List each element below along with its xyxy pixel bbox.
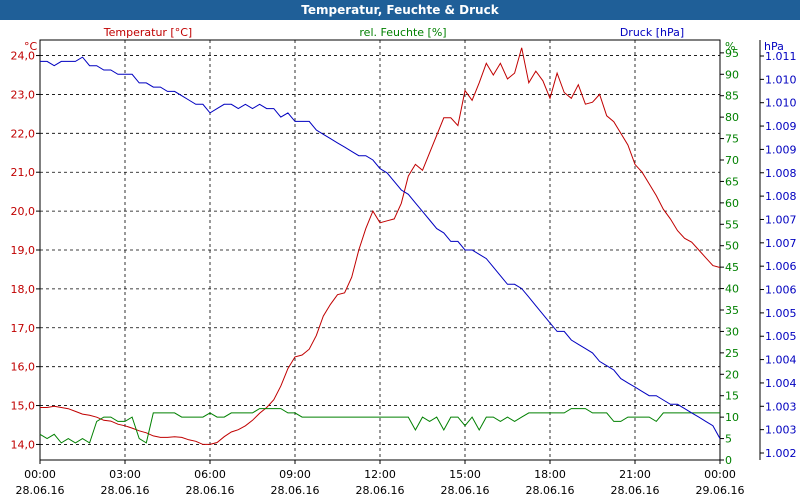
pressure-tick-label: 1.004: [765, 354, 797, 367]
temperature-tick-label: 20,0: [11, 205, 36, 218]
x-tick-time: 03:00: [109, 468, 141, 481]
pressure-tick-label: 1.007: [765, 213, 797, 226]
x-tick-date: 28.06.16: [611, 484, 660, 497]
temperature-tick-label: 17,0: [11, 322, 36, 335]
temperature-tick-label: 24,0: [11, 50, 36, 63]
humidity-line: [39, 408, 720, 444]
humidity-tick-label: 35: [725, 304, 739, 317]
pressure-tick-label: 1.005: [765, 307, 797, 320]
humidity-tick-label: 45: [725, 261, 739, 274]
x-axis: 00:00 28.06.16 03:00 28.06.16 06:00 28.06.16 0…: [16, 460, 745, 497]
temperature-tick-label: 22,0: [11, 127, 36, 140]
legend-entry: Temperatur [°C]: [103, 26, 192, 39]
humidity-tick-label: 90: [725, 68, 739, 81]
pressure-tick-label: 1.011: [765, 50, 797, 63]
pressure-tick-label: 1.008: [765, 190, 797, 203]
temperature-tick-label: 18,0: [11, 283, 36, 296]
pressure-tick-label: 1.003: [765, 400, 797, 413]
x-tick-time: 12:00: [364, 468, 396, 481]
pressure-tick-label: 1.004: [765, 377, 797, 390]
humidity-tick-label: 80: [725, 111, 739, 124]
gridlines: [40, 40, 720, 460]
pressure-tick-label: 1.010: [765, 97, 797, 110]
humidity-tick-label: 75: [725, 133, 739, 146]
humidity-tick-label: 20: [725, 368, 739, 381]
x-tick-date: 28.06.16: [16, 484, 65, 497]
humidity-tick-label: 25: [725, 347, 739, 360]
pressure-tick-label: 1.009: [765, 143, 797, 156]
humidity-tick-label: 55: [725, 218, 739, 231]
pressure-tick-label: 1.006: [765, 260, 797, 273]
humidity-tick-label: 70: [725, 154, 739, 167]
temperature-tick-label: 16,0: [11, 361, 36, 374]
pressure-tick-label: 1.002: [765, 447, 797, 460]
temperature-tick-label: 14,0: [11, 438, 36, 451]
humidity-tick-label: 40: [725, 283, 739, 296]
legend-entry: rel. Feuchte [%]: [359, 26, 446, 39]
x-tick-date: 28.06.16: [186, 484, 235, 497]
humidity-axis: % 0 5 10 15 20 25 30 35 40 45 50 55 60 65 70 75 80 85 90 95: [720, 40, 739, 467]
pressure-unit: hPa: [764, 40, 784, 53]
humidity-tick-label: 0: [725, 454, 732, 467]
x-tick-date: 28.06.16: [101, 484, 150, 497]
x-tick-date: 28.06.16: [356, 484, 405, 497]
x-tick-date: 28.06.16: [526, 484, 575, 497]
x-tick-date: 29.06.16: [696, 484, 745, 497]
x-tick-time: 00:00: [704, 468, 736, 481]
pressure-line: [40, 56, 721, 439]
x-tick-date: 28.06.16: [441, 484, 490, 497]
pressure-tick-label: 1.009: [765, 120, 797, 133]
x-tick-date: 28.06.16: [271, 484, 320, 497]
humidity-unit: %: [725, 40, 735, 53]
humidity-tick-label: 10: [725, 411, 739, 424]
x-tick-time: 00:00: [24, 468, 56, 481]
legend: Temperatur [°C] rel. Feuchte [%] Druck [hP…: [103, 26, 684, 39]
pressure-tick-label: 1.003: [765, 424, 797, 437]
pressure-axis: hPa 1.002 1.003 1.003 1.004 1.004 1.005 1.005 1.…: [759, 40, 797, 460]
humidity-tick-label: 65: [725, 175, 739, 188]
temperature-line: [40, 47, 721, 445]
humidity-tick-label: 15: [725, 390, 739, 403]
x-tick-time: 21:00: [619, 468, 651, 481]
legend-entry: Druck [hPa]: [620, 26, 684, 39]
line-chart: °C 14,0 15,0 16,0 17,0 18,0 19,0 20,0 21,0 22,0 23…: [11, 26, 797, 497]
temperature-tick-label: 21,0: [11, 166, 36, 179]
humidity-tick-label: 95: [725, 47, 739, 60]
humidity-tick-label: 50: [725, 240, 739, 253]
humidity-tick-label: 5: [725, 433, 732, 446]
pressure-tick-label: 1.006: [765, 284, 797, 297]
humidity-tick-label: 30: [725, 325, 739, 338]
temperature-unit: °C: [24, 40, 38, 53]
humidity-tick-label: 85: [725, 90, 739, 103]
x-tick-time: 15:00: [449, 468, 481, 481]
x-tick-time: 18:00: [534, 468, 566, 481]
x-tick-time: 09:00: [279, 468, 311, 481]
series-group: [39, 47, 721, 445]
temperature-tick-label: 19,0: [11, 244, 36, 257]
humidity-tick-label: 60: [725, 197, 739, 210]
pressure-tick-label: 1.010: [765, 73, 797, 86]
temperature-tick-label: 23,0: [11, 88, 36, 101]
left-axis: °C 14,0 15,0 16,0 17,0 18,0 19,0 20,0 21,0 22,0 23…: [11, 40, 40, 451]
pressure-tick-label: 1.007: [765, 237, 797, 250]
pressure-tick-label: 1.008: [765, 167, 797, 180]
x-tick-time: 06:00: [194, 468, 226, 481]
temperature-tick-label: 15,0: [11, 400, 36, 413]
pressure-tick-label: 1.005: [765, 330, 797, 343]
window-title: Temperatur, Feuchte & Druck: [0, 0, 800, 20]
